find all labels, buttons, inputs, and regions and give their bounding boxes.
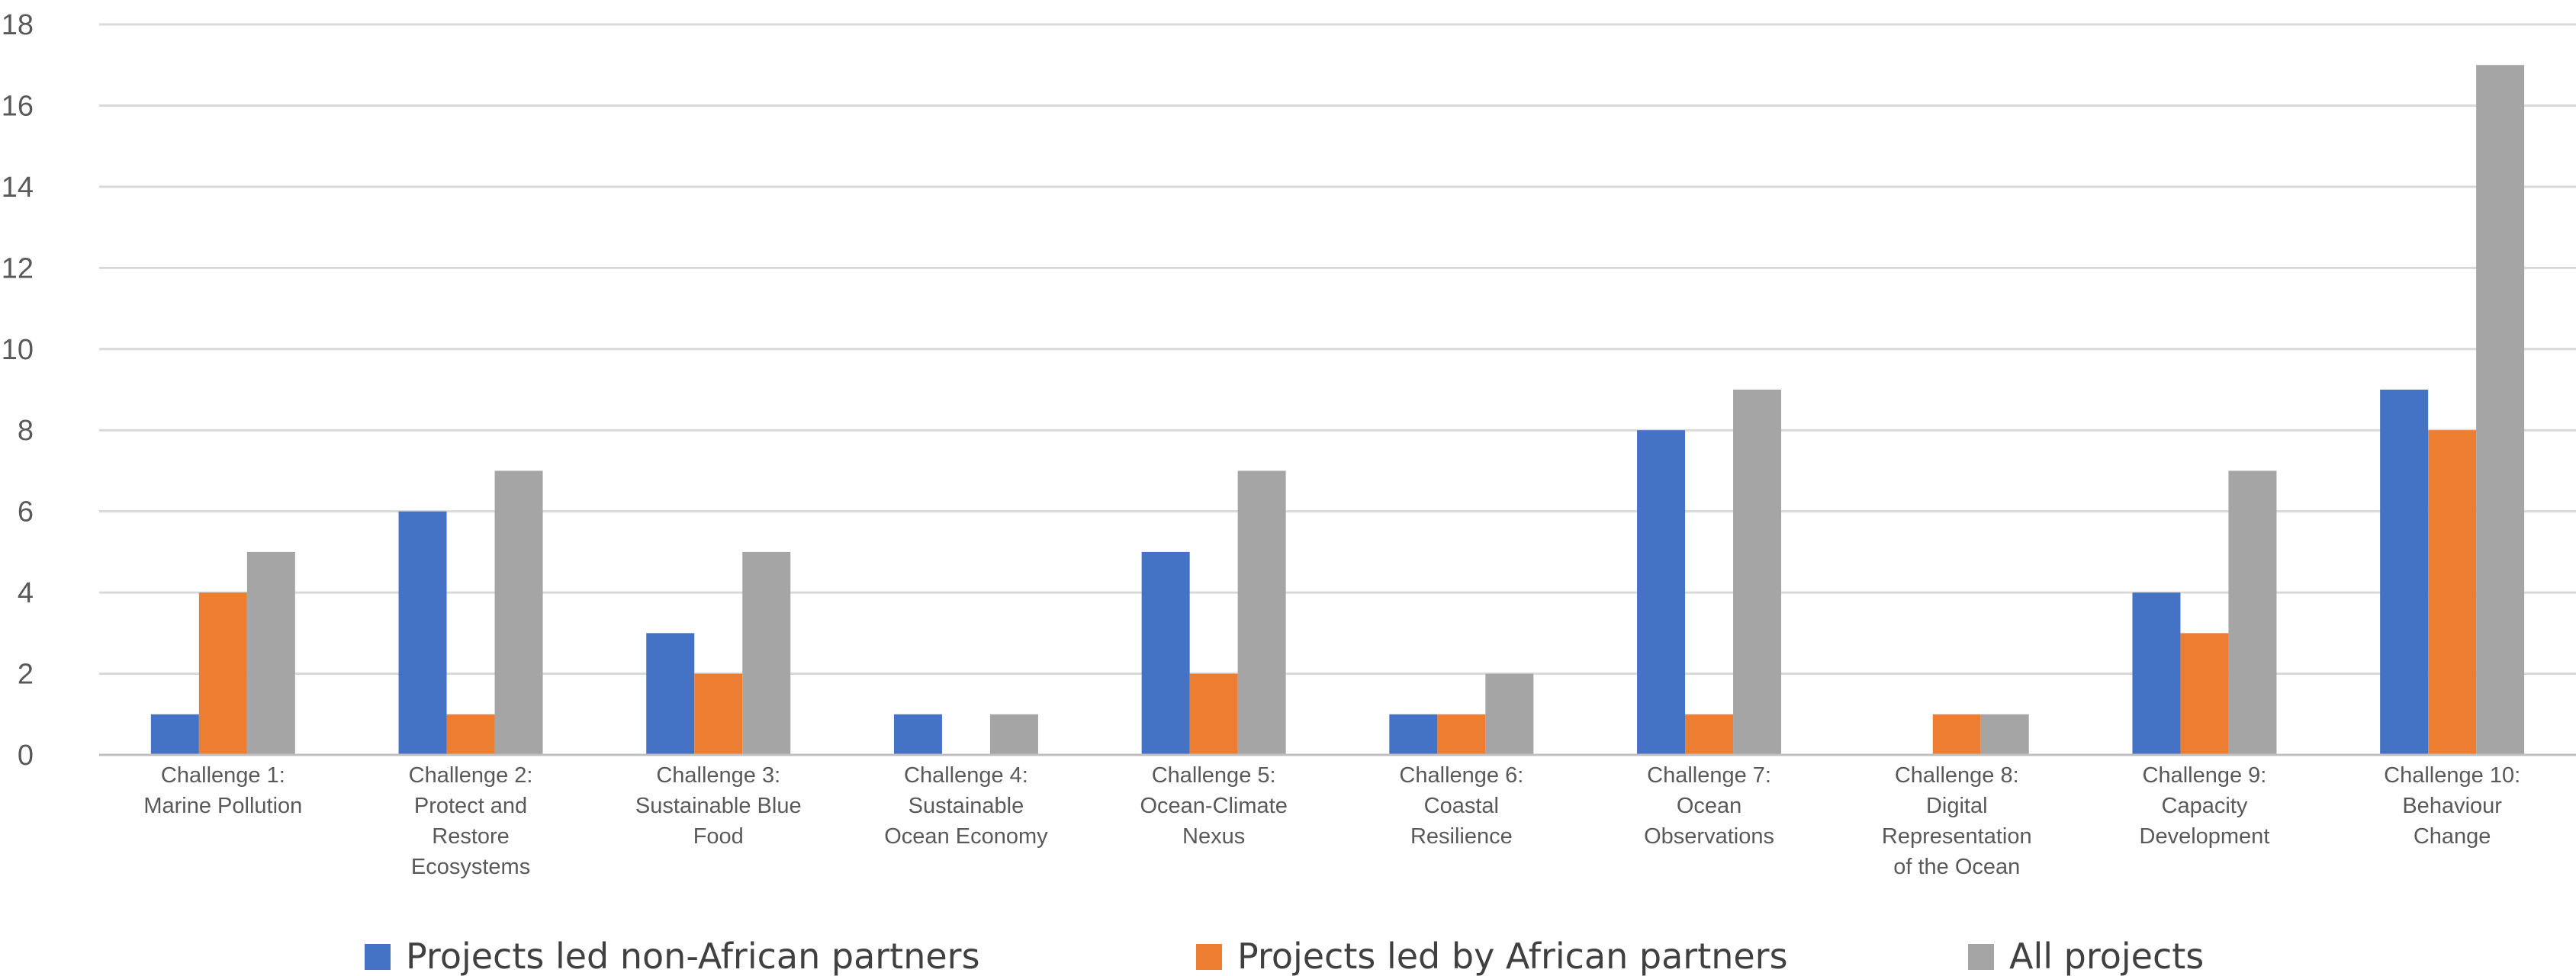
x-category-label: Challenge 1: Marine Pollution (143, 763, 302, 818)
x-category-label-line: Sustainable Blue (635, 794, 802, 818)
x-category-label-line: Challenge 10: (2384, 763, 2520, 788)
bar-3-category-10 (2476, 65, 2525, 755)
bar-1-category-1 (150, 714, 199, 755)
y-tick-label: 18 (2, 9, 34, 41)
y-tick-label: 14 (2, 172, 34, 204)
x-category-label-line: Sustainable (909, 794, 1024, 818)
y-tick-label: 8 (18, 415, 34, 447)
bar-3-category-5 (1237, 470, 1286, 755)
bar-2-category-8 (1932, 714, 1981, 755)
bar-2-category-10 (2428, 430, 2477, 755)
legend-swatch (365, 944, 391, 970)
x-category-label-line: Capacity (2162, 794, 2248, 818)
x-category-label-line: Nexus (1182, 824, 1245, 849)
x-category-label: Challenge 7: Ocean Observations (1644, 763, 1774, 849)
x-category-label: Challenge 2: Protect and Restore Ecosystems (409, 763, 533, 879)
x-category-label-line: Food (693, 824, 744, 849)
bar-2-category-9 (2180, 633, 2229, 755)
bar-1-category-9 (2132, 592, 2181, 755)
x-category-label: Challenge 10: Behaviour Change (2384, 763, 2520, 849)
x-category-label-line: Challenge 9: (2143, 763, 2267, 788)
x-category-label: Challenge 6: Coastal Resilience (1399, 763, 1523, 849)
legend-swatch (1196, 944, 1222, 970)
legend-label: Projects led non-African partners (406, 936, 980, 976)
x-category-label-line: Challenge 8: (1895, 763, 2019, 788)
bar-3-category-3 (742, 551, 791, 755)
bar-3-category-7 (1733, 390, 1782, 755)
x-category-label-line: Challenge 5: (1152, 763, 1276, 788)
bar-1-category-2 (398, 511, 447, 755)
x-category-label-line: Challenge 7: (1647, 763, 1771, 788)
x-category-label-line: Marine Pollution (143, 794, 302, 818)
x-category-label-line: Representation (1882, 824, 2032, 849)
x-category-label-line: Ocean Economy (884, 824, 1048, 849)
x-category-label-line: Protect and (414, 794, 527, 818)
gridlines (99, 23, 2576, 676)
bar-1-category-4 (893, 714, 942, 755)
x-category-label-line: Challenge 2: (409, 763, 533, 788)
legend: Projects led non-African partners Project… (365, 936, 2204, 976)
x-category-label-line: Change (2414, 824, 2491, 849)
bar-2-category-1 (198, 592, 247, 755)
x-category-label: Challenge 3: Sustainable Blue Food (635, 763, 802, 849)
x-category-label: Challenge 5: Ocean-Climate Nexus (1140, 763, 1287, 849)
y-tick-label: 6 (18, 496, 34, 528)
legend-label: Projects led by African partners (1237, 936, 1788, 976)
y-axis-tick-labels: 0 2 4 6 8 10 12 14 16 18 (2, 9, 34, 772)
y-tick-label: 4 (18, 577, 34, 609)
legend-swatch (1968, 944, 1994, 970)
x-category-label-line: Challenge 1: (161, 763, 285, 788)
y-tick-label: 12 (2, 252, 34, 284)
bar-1-category-6 (1389, 714, 1438, 755)
bar-3-category-9 (2228, 470, 2277, 755)
bar-3-category-2 (494, 470, 543, 755)
x-category-label-line: Development (2140, 824, 2270, 849)
bar-2-category-2 (446, 714, 495, 755)
x-category-label-line: Challenge 4: (904, 763, 1028, 788)
bar-1-category-7 (1637, 430, 1686, 755)
x-category-label-line: Ocean-Climate (1140, 794, 1287, 818)
x-category-label-line: Observations (1644, 824, 1774, 849)
bar-3-category-4 (989, 714, 1038, 755)
x-category-label: Challenge 8: Digital Representation of the … (1882, 763, 2032, 879)
bar-2-category-3 (694, 673, 743, 755)
bar-2-category-7 (1685, 714, 1734, 755)
bar-1-category-5 (1141, 551, 1190, 755)
y-tick-label: 2 (18, 659, 34, 691)
bar-1-category-10 (2380, 390, 2429, 755)
x-category-label-line: Challenge 6: (1399, 763, 1523, 788)
x-category-label-line: Restore (432, 824, 510, 849)
x-category-label-line: Ocean (1677, 794, 1741, 818)
bar-3-category-6 (1485, 673, 1534, 755)
x-category-label-line: Challenge 3: (656, 763, 780, 788)
x-category-label-line: Coastal (1424, 794, 1499, 818)
x-category-label: Challenge 9: Capacity Development (2140, 763, 2270, 849)
x-category-label-line: of the Ocean (1893, 855, 2020, 879)
bar-3-category-8 (1980, 714, 2029, 755)
x-category-label-line: Resilience (1410, 824, 1513, 849)
x-category-label-line: Behaviour (2402, 794, 2502, 818)
x-category-label: Challenge 4: Sustainable Ocean Economy (884, 763, 1048, 849)
x-axis-category-labels: Challenge 1: Marine Pollution Challenge 2:… (143, 763, 2520, 879)
bar-1-category-3 (646, 633, 695, 755)
bars (150, 65, 2525, 755)
bar-2-category-5 (1189, 673, 1238, 755)
x-category-label-line: Digital (1926, 794, 1988, 818)
y-tick-label: 0 (18, 740, 34, 772)
y-tick-label: 16 (2, 90, 34, 122)
bar-3-category-1 (246, 551, 295, 755)
y-tick-label: 10 (2, 334, 34, 366)
x-category-label-line: Ecosystems (411, 855, 530, 879)
legend-label: All projects (2009, 936, 2204, 976)
bar-2-category-6 (1437, 714, 1486, 755)
